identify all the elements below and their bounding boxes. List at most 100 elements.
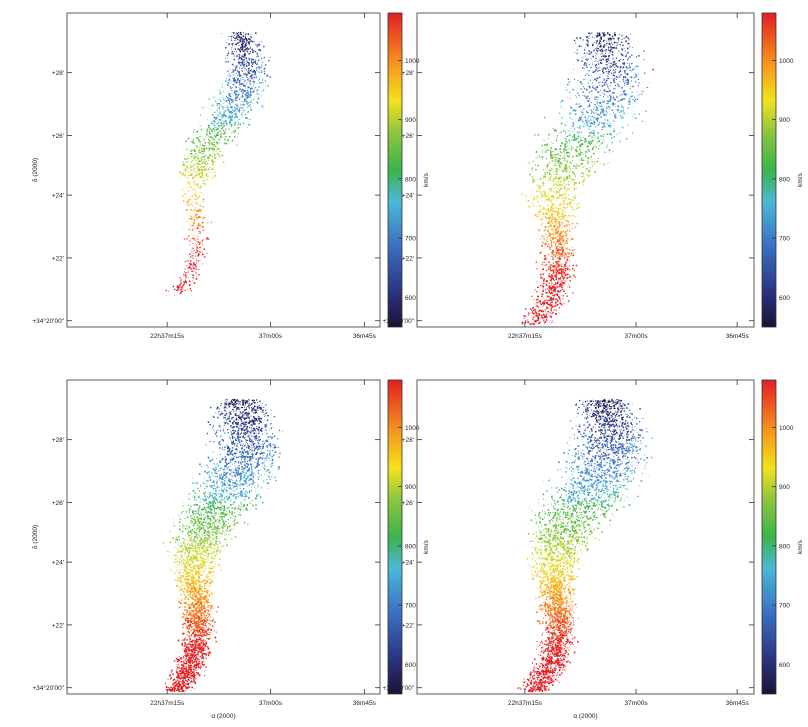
data-point bbox=[549, 161, 551, 163]
data-point bbox=[606, 78, 608, 79]
data-point bbox=[241, 113, 243, 116]
data-point bbox=[611, 103, 613, 105]
data-point bbox=[550, 286, 552, 289]
data-point bbox=[610, 48, 612, 51]
data-point bbox=[555, 176, 557, 178]
data-point bbox=[201, 168, 203, 171]
data-point bbox=[556, 249, 559, 252]
data-point bbox=[210, 498, 212, 499]
data-point bbox=[217, 147, 219, 149]
data-point bbox=[211, 130, 213, 132]
data-point bbox=[211, 144, 212, 146]
data-point bbox=[243, 84, 245, 87]
data-point bbox=[251, 77, 253, 80]
data-point bbox=[192, 237, 195, 240]
data-point bbox=[526, 316, 527, 317]
data-point bbox=[596, 101, 598, 103]
data-point bbox=[563, 148, 565, 151]
data-point bbox=[198, 216, 201, 219]
data-point bbox=[205, 163, 207, 166]
data-point bbox=[623, 80, 625, 82]
data-point bbox=[241, 70, 243, 72]
data-point bbox=[255, 87, 257, 89]
data-point bbox=[557, 266, 558, 268]
data-point bbox=[621, 34, 623, 36]
data-point bbox=[562, 157, 564, 159]
data-point bbox=[192, 257, 194, 259]
data-point bbox=[599, 59, 601, 61]
data-point bbox=[597, 70, 599, 72]
data-point bbox=[592, 139, 594, 142]
data-point bbox=[232, 44, 233, 46]
data-point bbox=[543, 268, 545, 270]
data-point bbox=[243, 36, 245, 37]
data-point bbox=[557, 290, 560, 292]
data-point bbox=[623, 37, 625, 39]
data-point bbox=[547, 288, 548, 289]
data-point bbox=[233, 78, 235, 80]
data-point bbox=[243, 63, 246, 66]
data-point bbox=[228, 97, 230, 99]
data-point bbox=[608, 56, 609, 58]
data-point bbox=[556, 233, 558, 235]
data-point bbox=[541, 273, 543, 275]
data-point bbox=[250, 107, 252, 109]
data-point bbox=[221, 488, 222, 489]
data-point bbox=[198, 269, 200, 270]
data-point bbox=[196, 210, 198, 212]
data-point bbox=[563, 198, 564, 200]
data-point bbox=[579, 132, 581, 134]
data-point bbox=[189, 625, 191, 627]
data-point bbox=[577, 153, 580, 155]
data-point bbox=[192, 171, 194, 173]
data-point bbox=[212, 146, 214, 148]
data-point bbox=[243, 73, 244, 75]
data-point bbox=[558, 222, 560, 224]
data-point bbox=[553, 298, 555, 300]
data-point bbox=[227, 75, 229, 77]
data-point bbox=[586, 124, 588, 126]
data-point bbox=[540, 314, 543, 317]
data-point bbox=[623, 98, 625, 100]
data-point bbox=[189, 585, 191, 587]
data-point bbox=[548, 177, 550, 180]
data-point bbox=[563, 179, 565, 181]
data-point bbox=[581, 176, 583, 178]
data-point bbox=[189, 184, 191, 186]
data-point bbox=[198, 253, 200, 255]
data-point bbox=[227, 57, 229, 59]
data-point bbox=[581, 157, 583, 159]
data-point bbox=[192, 247, 194, 249]
data-point bbox=[542, 289, 544, 290]
data-point bbox=[583, 64, 585, 66]
data-point bbox=[197, 213, 199, 215]
data-point bbox=[552, 282, 554, 284]
data-point bbox=[591, 165, 594, 167]
data-point bbox=[624, 50, 626, 52]
data-point bbox=[575, 167, 577, 170]
data-point bbox=[572, 292, 574, 294]
data-point bbox=[535, 157, 537, 159]
data-point bbox=[585, 144, 587, 146]
data-point bbox=[581, 140, 583, 142]
data-point bbox=[240, 116, 242, 118]
data-point bbox=[203, 248, 206, 250]
data-point bbox=[218, 137, 220, 139]
data-point bbox=[550, 225, 552, 226]
data-point bbox=[212, 148, 213, 150]
data-point bbox=[231, 89, 233, 91]
data-point bbox=[186, 274, 188, 276]
data-point bbox=[610, 93, 612, 95]
data-point bbox=[565, 168, 568, 170]
data-point bbox=[212, 162, 214, 164]
data-point bbox=[554, 219, 555, 220]
data-point bbox=[186, 165, 188, 167]
data-point bbox=[217, 114, 219, 116]
data-point bbox=[211, 592, 213, 594]
data-point bbox=[613, 57, 614, 59]
data-point bbox=[599, 33, 601, 36]
data-point bbox=[545, 243, 547, 245]
data-point bbox=[559, 148, 561, 150]
data-point bbox=[563, 269, 564, 270]
data-point bbox=[266, 482, 269, 485]
